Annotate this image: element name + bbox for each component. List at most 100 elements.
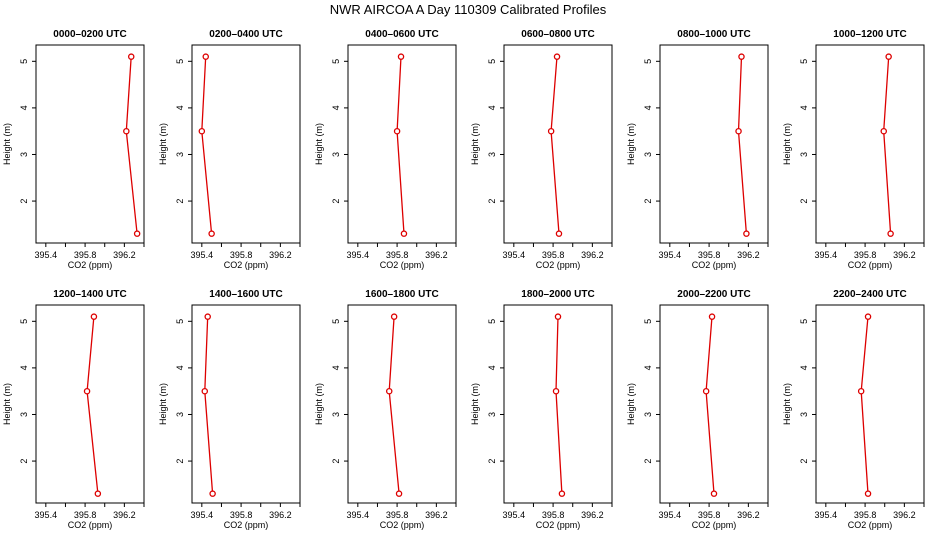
panel-3: 0400–0600 UTC 395.4 395.8 396.2 2 3 4 5 CO2 (ppm… bbox=[314, 29, 457, 270]
profile-line bbox=[204, 316, 214, 494]
x-tick-label: 395.4 bbox=[815, 510, 838, 520]
x-axis-label: CO2 (ppm) bbox=[536, 520, 581, 530]
profile-point bbox=[547, 127, 555, 135]
profile-point bbox=[743, 230, 750, 237]
y-tick-label: 3 bbox=[487, 152, 497, 157]
panel-title: 0200–0400 UTC bbox=[209, 29, 282, 40]
profile-point bbox=[133, 230, 141, 237]
y-axis-label: Height (m) bbox=[158, 383, 168, 425]
x-tick-label: 395.8 bbox=[542, 250, 565, 260]
profile-point bbox=[395, 490, 403, 497]
y-tick-label: 5 bbox=[331, 319, 341, 324]
x-axis-label: CO2 (ppm) bbox=[692, 260, 737, 270]
y-tick-label: 3 bbox=[643, 412, 653, 417]
panel-12: 2200–2400 UTC 395.4 395.8 396.2 2 3 4 5 CO2 (ppm… bbox=[782, 289, 925, 530]
panel-title: 0600–0800 UTC bbox=[521, 29, 594, 40]
y-tick-label: 4 bbox=[331, 365, 341, 370]
y-tick-label: 4 bbox=[643, 105, 653, 110]
x-tick-label: 396.2 bbox=[113, 510, 136, 520]
x-tick-label: 396.2 bbox=[269, 510, 292, 520]
y-tick-label: 2 bbox=[799, 199, 809, 204]
figure-title: NWR AIRCOA A Day 110309 Calibrated Profi… bbox=[330, 2, 607, 17]
x-tick-label: 395.4 bbox=[191, 250, 214, 260]
panel-title: 0000–0200 UTC bbox=[53, 29, 126, 40]
profile-line bbox=[883, 56, 892, 234]
profile-point bbox=[202, 53, 209, 60]
x-tick-label: 395.8 bbox=[230, 250, 253, 260]
panel-title: 1800–2000 UTC bbox=[521, 289, 594, 300]
panel-title: 0800–1000 UTC bbox=[677, 29, 750, 40]
profile-point bbox=[555, 230, 563, 237]
x-tick-label: 395.4 bbox=[35, 250, 58, 260]
x-tick-label: 396.2 bbox=[893, 510, 916, 520]
profile-point bbox=[204, 313, 211, 320]
y-tick-label: 2 bbox=[487, 199, 497, 204]
y-tick-label: 4 bbox=[643, 365, 653, 370]
y-tick-label: 5 bbox=[643, 59, 653, 64]
x-tick-label: 396.2 bbox=[893, 250, 916, 260]
y-axis-label: Height (m) bbox=[782, 123, 792, 165]
profile-point bbox=[400, 230, 408, 237]
profile-point bbox=[385, 387, 393, 395]
y-tick-label: 3 bbox=[19, 412, 29, 417]
panel-title: 1600–1800 UTC bbox=[365, 289, 438, 300]
plot-frame bbox=[191, 304, 301, 504]
x-tick-label: 395.4 bbox=[347, 510, 370, 520]
y-tick-label: 5 bbox=[487, 59, 497, 64]
y-axis-label: Height (m) bbox=[626, 123, 636, 165]
y-tick-label: 4 bbox=[19, 105, 29, 110]
y-tick-label: 3 bbox=[487, 412, 497, 417]
panel-9: 1600–1800 UTC 395.4 395.8 396.2 2 3 4 5 CO2 (ppm… bbox=[314, 289, 457, 530]
x-axis-label: CO2 (ppm) bbox=[848, 520, 893, 530]
y-tick-label: 2 bbox=[487, 459, 497, 464]
y-tick-label: 4 bbox=[487, 105, 497, 110]
profile-point bbox=[887, 230, 894, 237]
y-tick-label: 2 bbox=[331, 199, 341, 204]
x-tick-label: 396.2 bbox=[425, 510, 448, 520]
x-tick-label: 396.2 bbox=[737, 250, 760, 260]
y-tick-label: 3 bbox=[175, 152, 185, 157]
panel-4: 0600–0800 UTC 395.4 395.8 396.2 2 3 4 5 CO2 (ppm… bbox=[470, 29, 613, 270]
y-tick-label: 3 bbox=[19, 152, 29, 157]
profile-point bbox=[553, 53, 561, 60]
y-axis-label: Height (m) bbox=[782, 383, 792, 425]
profile-line bbox=[550, 56, 560, 234]
x-axis-label: CO2 (ppm) bbox=[224, 520, 269, 530]
profile-point bbox=[885, 53, 892, 60]
y-tick-label: 2 bbox=[19, 459, 29, 464]
x-tick-label: 396.2 bbox=[581, 510, 604, 520]
y-tick-label: 4 bbox=[799, 105, 809, 110]
profile-point bbox=[864, 490, 872, 497]
plot-frame bbox=[659, 304, 769, 504]
profile-point bbox=[127, 53, 135, 60]
x-tick-label: 395.4 bbox=[659, 510, 682, 520]
y-tick-label: 3 bbox=[799, 412, 809, 417]
y-tick-label: 4 bbox=[175, 105, 185, 110]
y-tick-label: 2 bbox=[643, 459, 653, 464]
profile-line bbox=[388, 316, 400, 494]
x-axis-label: CO2 (ppm) bbox=[692, 520, 737, 530]
profile-point bbox=[390, 313, 398, 320]
profile-point bbox=[397, 53, 405, 60]
y-tick-label: 5 bbox=[487, 319, 497, 324]
x-tick-label: 395.4 bbox=[815, 250, 838, 260]
profile-point bbox=[393, 127, 401, 135]
y-axis-label: Height (m) bbox=[470, 383, 480, 425]
profile-line bbox=[396, 56, 405, 234]
x-tick-label: 395.8 bbox=[386, 510, 409, 520]
x-tick-label: 395.8 bbox=[230, 510, 253, 520]
y-tick-label: 2 bbox=[643, 199, 653, 204]
y-tick-label: 3 bbox=[643, 152, 653, 157]
profile-point bbox=[90, 313, 98, 320]
y-tick-label: 4 bbox=[175, 365, 185, 370]
y-axis-label: Height (m) bbox=[2, 383, 12, 425]
y-tick-label: 2 bbox=[19, 199, 29, 204]
profile-point bbox=[209, 490, 216, 497]
x-tick-label: 395.8 bbox=[854, 250, 877, 260]
panels-grid: 0000–0200 UTC 395.4 395.8 396.2 2 3 4 5 CO2 (ppm… bbox=[2, 29, 925, 530]
y-tick-label: 3 bbox=[331, 152, 341, 157]
x-axis-label: CO2 (ppm) bbox=[380, 260, 425, 270]
x-tick-label: 395.4 bbox=[503, 510, 526, 520]
x-tick-label: 396.2 bbox=[113, 250, 136, 260]
panel-6: 1000–1200 UTC 395.4 395.8 396.2 2 3 4 5 CO2 (ppm… bbox=[782, 29, 925, 270]
